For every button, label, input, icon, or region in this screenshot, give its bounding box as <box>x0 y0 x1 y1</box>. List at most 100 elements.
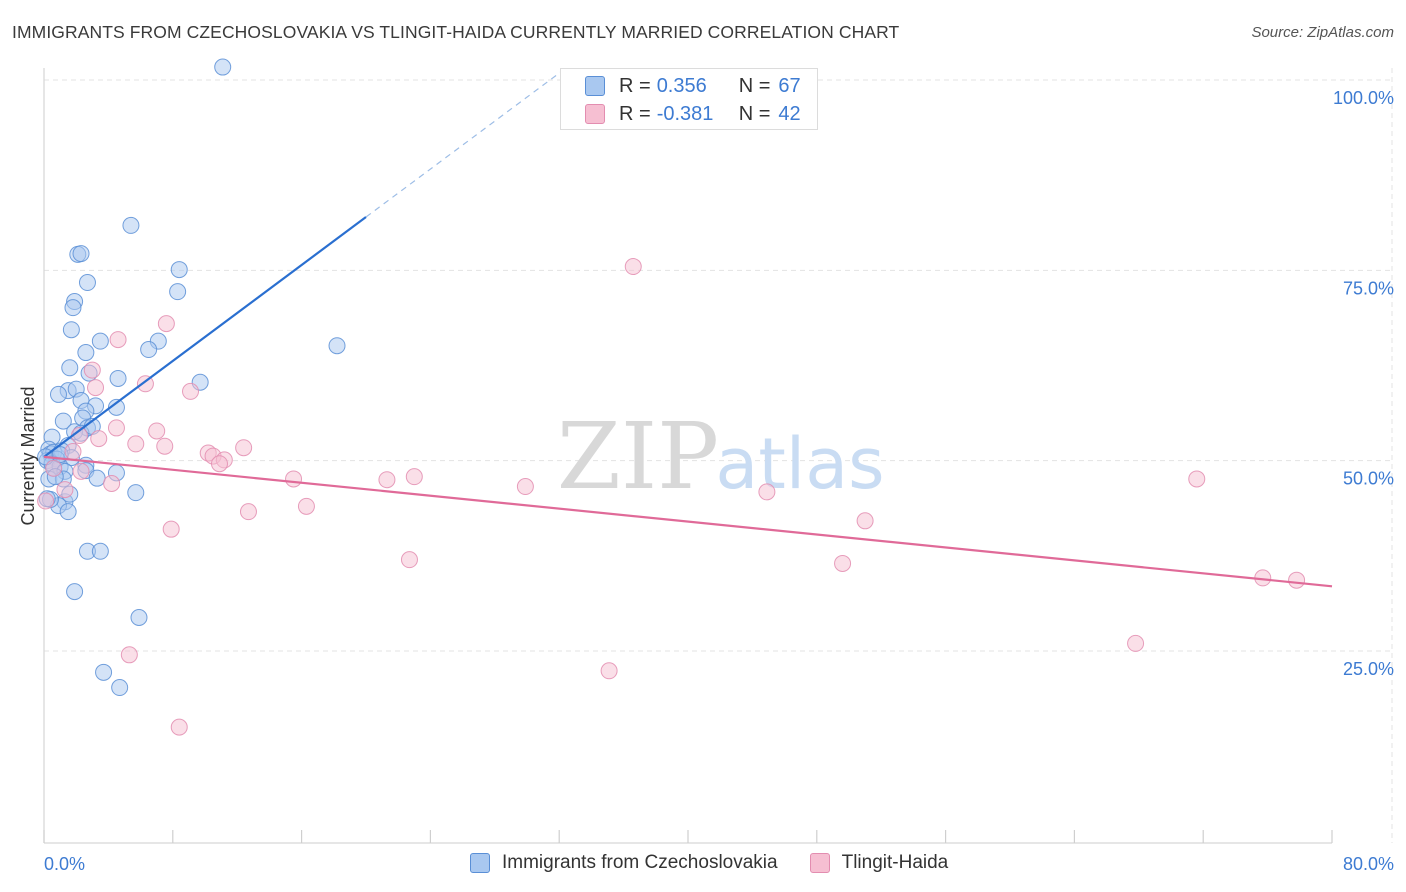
data-point-tlingit-haida <box>624 258 642 276</box>
data-point-tlingit-haida <box>758 483 776 501</box>
data-point-tlingit-haida <box>120 646 138 664</box>
data-point-tlingit-haida <box>516 478 534 496</box>
data-point-czechoslovakia <box>127 484 145 502</box>
data-point-tlingit-haida <box>37 492 55 510</box>
data-point-czechoslovakia <box>109 369 127 387</box>
legend-r-value: -0.381 <box>656 102 714 125</box>
y-tick-label-layer: 25.0% 50.0% 75.0% 100.0% <box>1333 88 1394 679</box>
data-point-czechoslovakia <box>170 261 188 279</box>
y-tick-label: 50.0% <box>1343 469 1394 489</box>
data-point-czechoslovakia <box>49 385 67 403</box>
data-point-tlingit-haida <box>405 468 423 486</box>
data-point-czechoslovakia <box>328 337 346 355</box>
data-point-tlingit-haida <box>148 422 166 440</box>
data-point-tlingit-haida <box>83 361 101 379</box>
data-point-tlingit-haida <box>157 315 175 333</box>
data-point-czechoslovakia <box>77 344 95 362</box>
data-point-tlingit-haida <box>64 443 82 461</box>
data-point-czechoslovakia <box>122 216 140 234</box>
legend-r-value: 0.356 <box>656 74 707 97</box>
data-point-tlingit-haida <box>136 375 154 393</box>
trend-layer <box>43 66 1333 588</box>
legend-swatch-tlingit-haida <box>585 104 605 124</box>
data-point-tlingit-haida <box>210 455 228 473</box>
data-point-tlingit-haida <box>1288 571 1306 589</box>
chart-source: Source: ZipAtlas.com <box>1251 24 1394 41</box>
legend-n-value: 42 <box>778 102 801 125</box>
data-point-czechoslovakia <box>54 412 72 430</box>
data-point-tlingit-haida <box>156 437 174 455</box>
data-point-czechoslovakia <box>91 332 109 350</box>
y-axis-label: Currently Married <box>18 386 38 525</box>
legend-label-tlingit-haida: Tlingit-Haida <box>841 852 949 873</box>
data-point-tlingit-haida <box>856 512 874 530</box>
data-point-czechoslovakia <box>72 245 90 263</box>
data-point-tlingit-haida <box>170 718 188 736</box>
legend-row-czechoslovakia: R = 0.356 N = 67 <box>561 72 801 100</box>
legend-r-label: R = <box>619 102 651 125</box>
data-point-tlingit-haida <box>90 430 108 448</box>
grid-layer <box>44 68 1393 843</box>
data-point-czechoslovakia <box>130 609 148 627</box>
data-point-tlingit-haida <box>162 520 180 538</box>
watermark-zip: ZIP <box>557 403 719 510</box>
data-point-czechoslovakia <box>95 663 113 681</box>
data-point-czechoslovakia <box>78 274 96 292</box>
y-tick-label: 75.0% <box>1343 278 1394 298</box>
trend-line-czechoslovakia-extension <box>365 66 568 218</box>
data-point-tlingit-haida <box>56 481 74 499</box>
x-tick-label-max: 80.0% <box>1343 854 1394 874</box>
data-point-czechoslovakia <box>64 299 82 317</box>
data-point-tlingit-haida <box>297 497 315 515</box>
data-point-tlingit-haida <box>378 471 396 489</box>
x-tick-layer <box>43 830 1333 843</box>
data-point-tlingit-haida <box>107 419 125 437</box>
data-point-tlingit-haida <box>1188 470 1206 488</box>
data-point-tlingit-haida <box>235 439 253 457</box>
data-point-tlingit-haida <box>72 462 90 480</box>
data-point-czechoslovakia <box>214 58 232 76</box>
data-point-czechoslovakia <box>62 321 80 339</box>
correlation-legend: R = 0.356 N = 67 R = -0.381 N = 42 <box>560 68 818 130</box>
watermark: ZIP atlas <box>557 403 885 510</box>
data-point-czechoslovakia <box>111 679 129 697</box>
trend-line-tlingit-haida <box>43 455 1333 588</box>
legend-label-czechoslovakia: Immigrants from Czechoslovakia <box>502 852 778 873</box>
series-czechoslovakia-points <box>37 58 346 697</box>
data-point-tlingit-haida <box>1127 634 1145 652</box>
legend-r-label: R = <box>619 74 651 97</box>
legend-swatch-czechoslovakia <box>585 76 605 96</box>
y-tick-label: 100.0% <box>1333 88 1394 108</box>
data-point-czechoslovakia <box>61 359 79 377</box>
legend-n-value: 67 <box>778 74 801 97</box>
data-point-tlingit-haida <box>127 435 145 453</box>
data-point-tlingit-haida <box>285 470 303 488</box>
watermark-atlas: atlas <box>715 423 884 505</box>
data-point-czechoslovakia <box>66 583 84 601</box>
legend-n-label: N = <box>738 74 771 97</box>
data-point-tlingit-haida <box>45 459 63 477</box>
data-point-tlingit-haida <box>103 475 121 493</box>
data-point-tlingit-haida <box>182 382 200 400</box>
data-point-tlingit-haida <box>400 551 418 569</box>
data-point-tlingit-haida <box>109 331 127 349</box>
y-tick-label: 25.0% <box>1343 659 1394 679</box>
legend-n-label: N = <box>738 102 771 125</box>
series-legend: Immigrants from Czechoslovakia Tlingit-H… <box>470 852 980 874</box>
chart-title: IMMIGRANTS FROM CZECHOSLOVAKIA VS TLINGI… <box>12 22 900 42</box>
data-point-czechoslovakia <box>107 398 125 416</box>
data-point-tlingit-haida <box>87 379 105 397</box>
legend-item-czechoslovakia[interactable]: Immigrants from Czechoslovakia <box>470 852 778 874</box>
data-point-czechoslovakia <box>140 341 158 359</box>
legend-item-tlingit-haida[interactable]: Tlingit-Haida <box>809 852 949 874</box>
data-point-tlingit-haida <box>834 554 852 572</box>
trend-line-czechoslovakia <box>43 216 367 458</box>
data-point-czechoslovakia <box>91 542 109 560</box>
legend-swatch-tlingit-haida <box>809 853 830 873</box>
data-point-czechoslovakia <box>169 283 187 301</box>
data-point-tlingit-haida <box>600 662 618 680</box>
x-tick-label-min: 0.0% <box>44 854 85 874</box>
data-point-czechoslovakia <box>59 503 77 521</box>
data-point-tlingit-haida <box>239 503 257 521</box>
